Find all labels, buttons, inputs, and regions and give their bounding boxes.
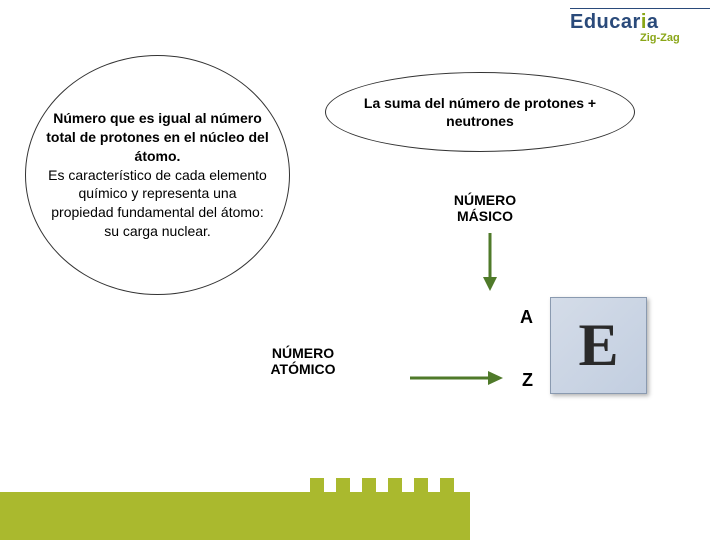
arrow-down-icon [480,233,500,293]
decor-dot [362,478,376,492]
logo-subtitle: Zig-Zag [640,32,710,44]
definition-mass-number: La suma del número de protones + neutron… [325,72,635,152]
decor-dot [414,478,428,492]
brand-logo: Educaria Zig-Zag [570,8,710,44]
logo-divider [570,8,710,9]
decor-dot [440,478,454,492]
def-bold: Número que es igual al número total de p… [46,110,268,164]
logo-post: a [647,11,659,33]
decor-dot [310,478,324,492]
label-numero-atomico: NÚMERO ATÓMICO [243,345,363,377]
decor-dot [336,478,350,492]
arrow-right-icon [410,368,505,388]
label-numero-masico: NÚMERO MÁSICO [425,192,545,224]
definition-atomic-number: Número que es igual al número total de p… [25,55,290,295]
logo-text: Educaria [570,11,710,34]
mass-number-symbol: A [520,307,533,328]
definition-atomic-text: Número que es igual al número total de p… [46,109,269,241]
atomic-number-symbol: Z [522,370,533,391]
footer-bar [0,492,470,540]
def-normal-2: su carga nuclear. [104,223,211,239]
decor-dot [388,478,402,492]
def-mass-text: La suma del número de protones + neutron… [346,94,614,130]
decor-dots [310,478,454,492]
element-symbol-box: E [550,297,647,394]
logo-pre: Educar [570,11,641,33]
element-symbol: E [578,311,618,380]
def-normal-1: Es característico de cada elemento quími… [48,167,267,221]
